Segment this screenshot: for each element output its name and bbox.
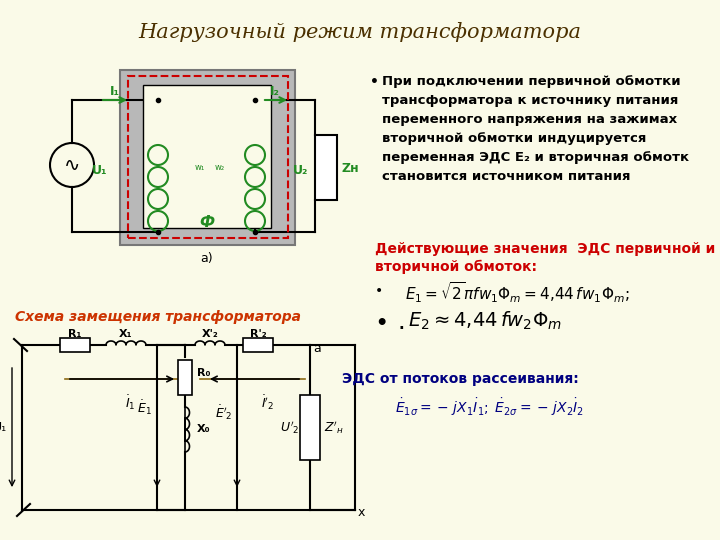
- Text: ∿: ∿: [64, 156, 80, 174]
- Text: переменная ЭДС E₂ и вторичная обмотк: переменная ЭДС E₂ и вторичная обмотк: [382, 151, 689, 164]
- Text: При подключении первичной обмотки: При подключении первичной обмотки: [382, 75, 680, 88]
- Text: Схема замещения трансформатора: Схема замещения трансформатора: [15, 310, 301, 324]
- Text: ЭДС от потоков рассеивания:: ЭДС от потоков рассеивания:: [341, 372, 578, 386]
- Text: $E_2 \approx 4{,}44\,fw_2\Phi_m$: $E_2 \approx 4{,}44\,fw_2\Phi_m$: [408, 310, 562, 332]
- Text: •: •: [375, 284, 383, 298]
- Text: X'₂: X'₂: [202, 329, 218, 339]
- Text: $U'_2$: $U'_2$: [280, 419, 300, 436]
- Text: Нагрузочный режим трансформатора: Нагрузочный режим трансформатора: [138, 22, 582, 42]
- Text: I₂: I₂: [270, 85, 280, 98]
- Text: Zн: Zн: [342, 161, 359, 174]
- Text: вторичной обмотки индуцируется: вторичной обмотки индуцируется: [382, 132, 647, 145]
- Bar: [143, 85, 271, 228]
- Text: $\dot{I}'_2$: $\dot{I}'_2$: [261, 393, 274, 411]
- Text: $\dot{E}_{1\sigma} = -\,jX_1\dot{I}_1;\;\dot{E}_{2\sigma} = -\,jX_2\dot{I}_2$: $\dot{E}_{1\sigma} = -\,jX_1\dot{I}_1;\;…: [395, 396, 584, 417]
- Text: R₀: R₀: [197, 368, 210, 378]
- Bar: [60, 338, 90, 352]
- Bar: [178, 360, 192, 395]
- Text: $\dot{E}_1$: $\dot{E}_1$: [138, 398, 152, 417]
- Text: Ф: Ф: [199, 215, 215, 230]
- Text: а): а): [201, 252, 213, 265]
- Text: U₂: U₂: [293, 164, 308, 177]
- Text: w₂: w₂: [215, 164, 225, 172]
- Bar: [315, 135, 337, 200]
- Bar: [120, 70, 295, 245]
- Text: $Z'_н$: $Z'_н$: [324, 419, 344, 436]
- Text: a: a: [313, 342, 320, 355]
- Text: X₀: X₀: [197, 424, 211, 434]
- Text: R₁: R₁: [68, 329, 81, 339]
- Text: $\bf{.}$: $\bf{.}$: [398, 317, 404, 332]
- Text: U₁: U₁: [0, 421, 7, 434]
- Text: Действующие значения  ЭДС первичной и: Действующие значения ЭДС первичной и: [375, 242, 715, 256]
- Bar: [243, 338, 273, 352]
- Text: становится источником питания: становится источником питания: [382, 170, 631, 183]
- Text: X₁: X₁: [120, 329, 132, 339]
- Text: $E_1 = \sqrt{2}\pi fw_1\Phi_m = 4{,}44\,fw_1\Phi_m;$: $E_1 = \sqrt{2}\pi fw_1\Phi_m = 4{,}44\,…: [405, 280, 629, 305]
- Text: •: •: [370, 75, 379, 89]
- Text: R'₂: R'₂: [250, 329, 266, 339]
- Text: $\dot{I}_1$: $\dot{I}_1$: [125, 393, 135, 411]
- Text: переменного напряжения на зажимах: переменного напряжения на зажимах: [382, 113, 677, 126]
- Text: w₁: w₁: [195, 164, 205, 172]
- Text: вторичной обмоток:: вторичной обмоток:: [375, 260, 537, 274]
- Text: $\dot{E}'_2$: $\dot{E}'_2$: [215, 403, 233, 422]
- Text: I₁: I₁: [110, 85, 120, 98]
- Text: U₁: U₁: [92, 164, 108, 177]
- Text: трансформатора к источнику питания: трансформатора к источнику питания: [382, 94, 678, 107]
- Bar: [300, 395, 320, 460]
- Text: x: x: [358, 505, 365, 518]
- Text: •: •: [375, 314, 387, 333]
